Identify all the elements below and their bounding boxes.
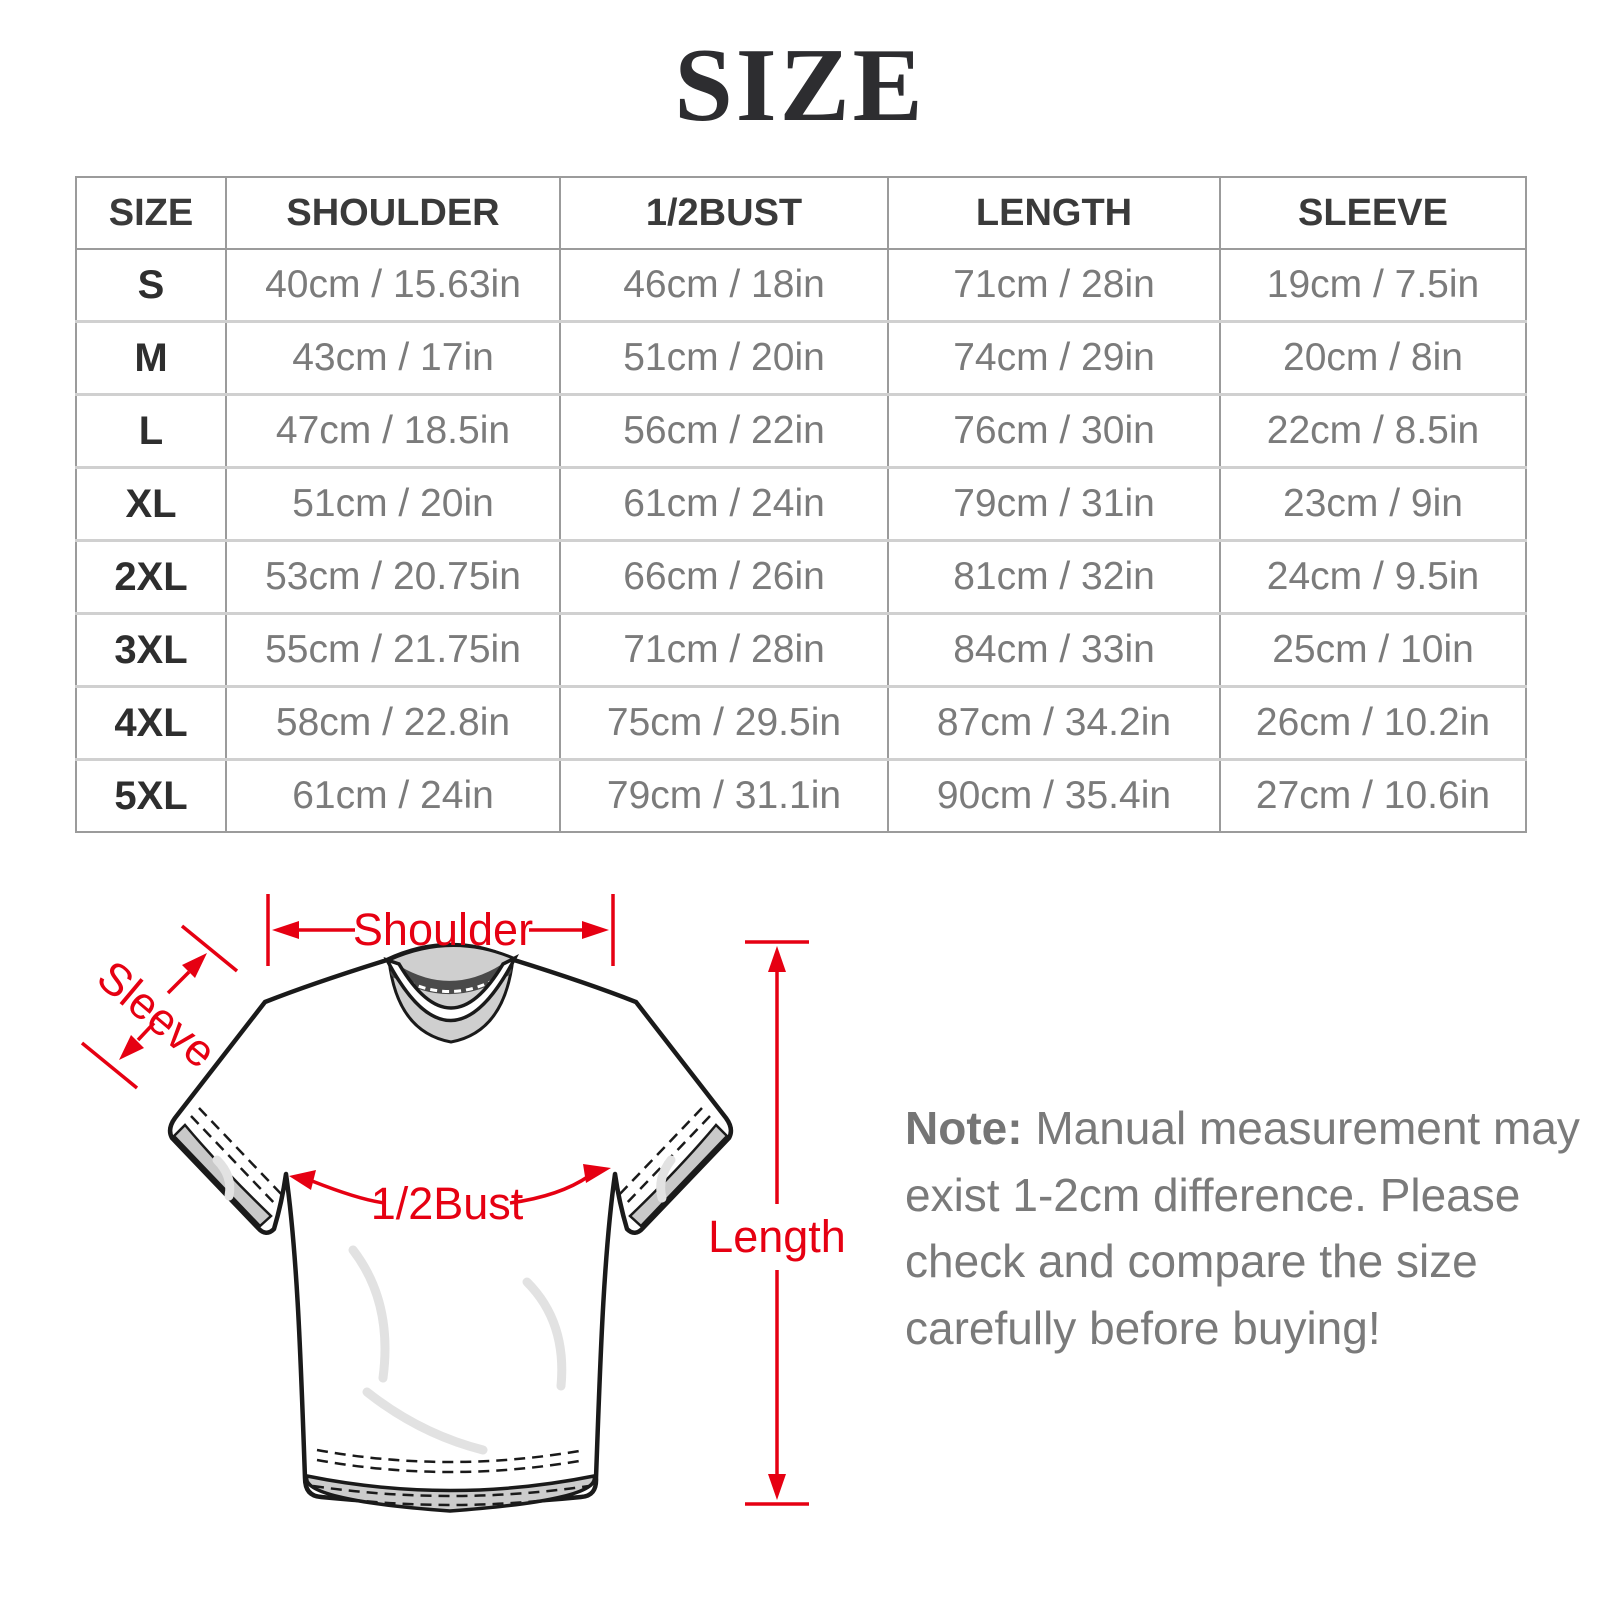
sleeve-cell: 26cm / 10.2in: [1219, 685, 1526, 760]
tshirt-illustration: [167, 942, 734, 1513]
sleeve-cell: 19cm / 7.5in: [1219, 249, 1526, 322]
length-cell: 79cm / 31in: [887, 466, 1220, 541]
hem-stitch: [316, 1448, 586, 1464]
bust-cell: 79cm / 31.1in: [559, 758, 888, 832]
shoulder-arrowhead-left: [272, 921, 299, 939]
measurement-note: Note: Manual measurement may exist 1-2cm…: [905, 1095, 1595, 1362]
table-row: 5XL 61cm / 24in 79cm / 31.1in 90cm / 35.…: [76, 758, 1526, 832]
table-row: 4XL 58cm / 22.8in 75cm / 29.5in 87cm / 3…: [76, 685, 1526, 760]
left-cuff-stitch: [198, 1107, 285, 1198]
col-header-length: LENGTH: [887, 177, 1220, 250]
bust-measure: 1/2Bust: [289, 1164, 611, 1229]
sleeve-tick-lower: [80, 1041, 139, 1090]
bust-cell: 66cm / 26in: [559, 539, 888, 614]
table-row: L 47cm / 18.5in 56cm / 22in 76cm / 30in …: [76, 393, 1526, 468]
table-header-row: SIZE SHOULDER 1/2BUST LENGTH SLEEVE: [76, 177, 1526, 250]
shoulder-arrowhead-right: [582, 921, 609, 939]
bust-arrowhead-left: [289, 1170, 316, 1190]
bust-line-left: [311, 1179, 386, 1205]
col-header-sleeve: SLEEVE: [1219, 177, 1526, 250]
sleeve-cell: 22cm / 8.5in: [1219, 393, 1526, 468]
collar-front-ring: [383, 954, 520, 1023]
bust-cell: 61cm / 24in: [559, 466, 888, 541]
shoulder-label: Shoulder: [353, 904, 533, 955]
col-header-shoulder: SHOULDER: [225, 177, 560, 250]
tshirt-measurement-diagram: Shoulder Sleeve 1/2Bust Lengt: [80, 894, 846, 1513]
sleeve-cell: 24cm / 9.5in: [1219, 539, 1526, 614]
length-arrowhead-down: [768, 1474, 786, 1500]
length-cell: 84cm / 33in: [887, 612, 1220, 687]
left-cuff-stitch: [190, 1115, 278, 1207]
sleeve-cell: 27cm / 10.6in: [1219, 758, 1526, 832]
size-table: SIZE SHOULDER 1/2BUST LENGTH SLEEVE S 40…: [75, 176, 1527, 833]
sleeve-cell: 23cm / 9in: [1219, 466, 1526, 541]
table-row: S 40cm / 15.63in 46cm / 18in 71cm / 28in…: [76, 249, 1526, 322]
sleeve-arrow-down-line: [136, 1021, 156, 1042]
wrinkle: [212, 1155, 235, 1201]
shoulder-cell: 55cm / 21.75in: [225, 612, 560, 687]
wrinkle: [348, 1245, 390, 1383]
shoulder-cell: 51cm / 20in: [225, 466, 560, 541]
bust-line-right: [509, 1174, 590, 1205]
bust-cell: 46cm / 18in: [559, 249, 888, 322]
hem-stitch: [316, 1458, 586, 1474]
length-arrowhead-up: [768, 946, 786, 972]
length-cell: 76cm / 30in: [887, 393, 1220, 468]
size-cell: XL: [76, 466, 226, 541]
size-cell: 3XL: [76, 612, 226, 687]
bust-arrowhead-right: [583, 1164, 611, 1183]
right-cuff: [628, 1123, 729, 1228]
shoulder-cell: 47cm / 18.5in: [225, 393, 560, 468]
shoulder-cell: 43cm / 17in: [225, 320, 560, 395]
bust-cell: 56cm / 22in: [559, 393, 888, 468]
size-cell: 4XL: [76, 685, 226, 760]
length-cell: 74cm / 29in: [887, 320, 1220, 395]
hem-stitch: [312, 1493, 590, 1507]
shoulder-cell: 58cm / 22.8in: [225, 685, 560, 760]
wrinkle: [522, 1277, 567, 1391]
sleeve-arrow-up-line: [166, 970, 191, 995]
sleeve-measure: Sleeve: [80, 924, 239, 1090]
hem-band: [304, 1473, 597, 1513]
size-cell: 2XL: [76, 539, 226, 614]
bust-cell: 75cm / 29.5in: [559, 685, 888, 760]
table-row: XL 51cm / 20in 61cm / 24in 79cm / 31in 2…: [76, 466, 1526, 541]
size-cell: L: [76, 393, 226, 468]
shoulder-cell: 53cm / 20.75in: [225, 539, 560, 614]
wrinkle: [362, 1387, 488, 1455]
length-label: Length: [708, 1211, 846, 1262]
sleeve-tick-upper: [180, 924, 239, 973]
col-header-bust: 1/2BUST: [559, 177, 888, 250]
length-cell: 87cm / 34.2in: [887, 685, 1220, 760]
length-cell: 81cm / 32in: [887, 539, 1220, 614]
size-cell: M: [76, 320, 226, 395]
table-row: 3XL 55cm / 21.75in 71cm / 28in 84cm / 33…: [76, 612, 1526, 687]
page-title: SIZE: [674, 26, 926, 143]
table-row: M 43cm / 17in 51cm / 20in 74cm / 29in 20…: [76, 320, 1526, 395]
shoulder-measure: Shoulder: [266, 894, 615, 966]
table-row: 2XL 53cm / 20.75in 66cm / 26in 81cm / 32…: [76, 539, 1526, 614]
shoulder-cell: 61cm / 24in: [225, 758, 560, 832]
bust-label: 1/2Bust: [371, 1178, 524, 1229]
shoulder-cell: 40cm / 15.63in: [225, 249, 560, 322]
col-header-size: SIZE: [76, 177, 226, 250]
bust-cell: 51cm / 20in: [559, 320, 888, 395]
sleeve-arrowhead-down: [119, 1035, 144, 1060]
sleeve-arrowhead-up: [182, 953, 207, 978]
length-measure: Length: [708, 940, 846, 1506]
wrinkle: [656, 1155, 676, 1203]
sleeve-cell: 20cm / 8in: [1219, 320, 1526, 395]
note-label: Note:: [905, 1102, 1023, 1154]
sleeve-label: Sleeve: [88, 950, 226, 1078]
size-cell: S: [137, 262, 165, 307]
right-cuff-stitch: [616, 1107, 703, 1198]
size-cell: 5XL: [76, 758, 226, 832]
sleeve-cell: 25cm / 10in: [1219, 612, 1526, 687]
bust-cell: 71cm / 28in: [559, 612, 888, 687]
hem-stitch: [312, 1484, 590, 1498]
length-cell: 90cm / 35.4in: [887, 758, 1220, 832]
length-cell: 71cm / 28in: [887, 249, 1220, 322]
note-text: Manual measurement may exist 1-2cm diffe…: [905, 1102, 1580, 1355]
